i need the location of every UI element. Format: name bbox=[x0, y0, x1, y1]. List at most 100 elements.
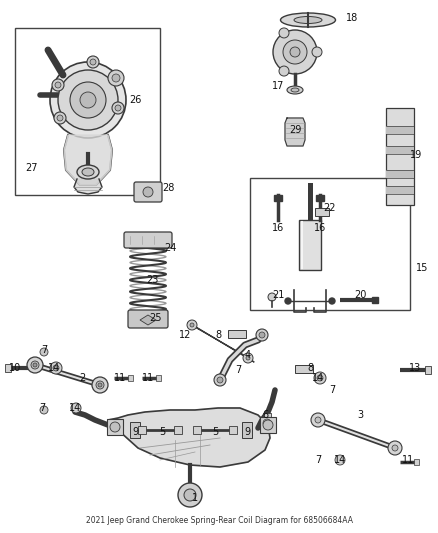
Text: 14: 14 bbox=[334, 455, 346, 465]
Circle shape bbox=[27, 357, 43, 373]
Bar bbox=[107, 419, 123, 435]
Circle shape bbox=[90, 59, 96, 65]
Text: 11: 11 bbox=[114, 373, 126, 383]
Bar bbox=[386, 146, 414, 154]
Circle shape bbox=[112, 74, 120, 82]
Circle shape bbox=[33, 363, 37, 367]
Text: 2: 2 bbox=[79, 373, 85, 383]
Text: 7: 7 bbox=[315, 455, 321, 465]
Text: 9: 9 bbox=[244, 427, 250, 437]
Bar bbox=[128, 375, 133, 381]
Bar bbox=[260, 417, 276, 433]
Text: 27: 27 bbox=[26, 163, 38, 173]
Circle shape bbox=[112, 102, 124, 114]
Text: 14: 14 bbox=[48, 363, 60, 373]
Circle shape bbox=[184, 489, 196, 501]
Ellipse shape bbox=[294, 17, 322, 23]
Circle shape bbox=[50, 362, 62, 374]
Circle shape bbox=[31, 361, 39, 369]
Bar bbox=[299, 220, 321, 270]
Polygon shape bbox=[108, 408, 270, 467]
Circle shape bbox=[315, 417, 321, 423]
Circle shape bbox=[279, 28, 289, 38]
Circle shape bbox=[52, 79, 64, 91]
Polygon shape bbox=[140, 315, 156, 325]
FancyBboxPatch shape bbox=[124, 232, 172, 248]
Bar bbox=[138, 426, 146, 434]
Bar bbox=[274, 195, 282, 201]
Text: 14: 14 bbox=[69, 403, 81, 413]
Text: 24: 24 bbox=[164, 243, 176, 253]
Text: 3: 3 bbox=[357, 410, 363, 420]
Circle shape bbox=[40, 406, 48, 414]
Circle shape bbox=[263, 420, 273, 430]
Circle shape bbox=[53, 365, 59, 371]
Bar bbox=[386, 186, 414, 194]
Circle shape bbox=[187, 320, 197, 330]
Bar bbox=[315, 208, 329, 216]
Circle shape bbox=[55, 82, 61, 88]
Text: 9: 9 bbox=[132, 427, 138, 437]
Circle shape bbox=[290, 47, 300, 57]
Circle shape bbox=[285, 298, 291, 304]
Polygon shape bbox=[188, 323, 254, 362]
Circle shape bbox=[98, 383, 102, 387]
Circle shape bbox=[243, 353, 253, 363]
Bar bbox=[263, 413, 271, 423]
Text: 1: 1 bbox=[192, 493, 198, 503]
Text: 23: 23 bbox=[146, 275, 158, 285]
Circle shape bbox=[96, 381, 104, 389]
Circle shape bbox=[268, 293, 276, 301]
Text: 22: 22 bbox=[324, 203, 336, 213]
Text: 11: 11 bbox=[402, 455, 414, 465]
Text: 18: 18 bbox=[346, 13, 358, 23]
Text: 5: 5 bbox=[212, 427, 218, 437]
Ellipse shape bbox=[82, 168, 94, 176]
Circle shape bbox=[190, 323, 194, 327]
Bar bbox=[229, 426, 237, 434]
Circle shape bbox=[70, 82, 106, 118]
Circle shape bbox=[178, 483, 202, 507]
Bar bbox=[414, 459, 419, 465]
Text: 28: 28 bbox=[162, 183, 174, 193]
Circle shape bbox=[312, 47, 322, 57]
Circle shape bbox=[57, 115, 63, 121]
Bar bbox=[316, 195, 324, 201]
Bar bbox=[386, 126, 414, 134]
Circle shape bbox=[279, 66, 289, 76]
Circle shape bbox=[314, 372, 326, 384]
Text: 21: 21 bbox=[272, 290, 284, 300]
Circle shape bbox=[317, 375, 323, 381]
Text: 7: 7 bbox=[39, 403, 45, 413]
Bar bbox=[386, 108, 414, 205]
FancyBboxPatch shape bbox=[134, 182, 162, 202]
Text: 25: 25 bbox=[149, 313, 161, 323]
Circle shape bbox=[263, 419, 271, 427]
Circle shape bbox=[80, 92, 96, 108]
Ellipse shape bbox=[77, 165, 99, 179]
Bar bbox=[425, 366, 431, 374]
Text: 8: 8 bbox=[307, 363, 313, 373]
Circle shape bbox=[259, 332, 265, 338]
Circle shape bbox=[217, 377, 223, 383]
Circle shape bbox=[58, 70, 118, 130]
Ellipse shape bbox=[280, 13, 336, 27]
Bar bbox=[242, 422, 252, 438]
Circle shape bbox=[143, 187, 153, 197]
Text: 17: 17 bbox=[272, 81, 284, 91]
Text: 15: 15 bbox=[416, 263, 428, 273]
Ellipse shape bbox=[287, 86, 303, 94]
Circle shape bbox=[273, 30, 317, 74]
Bar bbox=[228, 330, 246, 338]
Circle shape bbox=[388, 441, 402, 455]
Circle shape bbox=[110, 422, 120, 432]
Text: 12: 12 bbox=[179, 330, 191, 340]
Text: 19: 19 bbox=[410, 150, 422, 160]
Text: 29: 29 bbox=[289, 125, 301, 135]
Text: 2021 Jeep Grand Cherokee Spring-Rear Coil Diagram for 68506684AA: 2021 Jeep Grand Cherokee Spring-Rear Coi… bbox=[85, 516, 353, 525]
Polygon shape bbox=[74, 179, 102, 194]
Circle shape bbox=[283, 40, 307, 64]
Text: 16: 16 bbox=[272, 223, 284, 233]
Polygon shape bbox=[64, 135, 112, 185]
Text: 26: 26 bbox=[129, 95, 141, 105]
